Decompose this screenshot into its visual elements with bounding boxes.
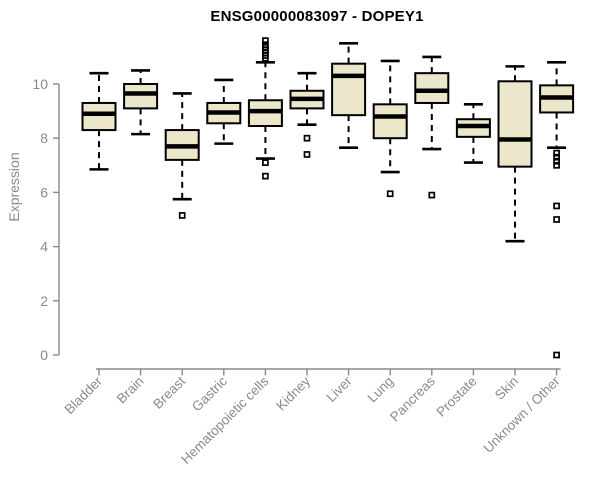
outlier-point — [303, 134, 311, 142]
outlier-point — [553, 216, 560, 223]
outlier-point — [553, 351, 560, 359]
y-tick-label: 0 — [40, 347, 48, 363]
box — [372, 103, 408, 140]
box — [123, 83, 159, 110]
outlier-point — [386, 190, 394, 198]
x-axis-label: Prostate — [433, 374, 479, 420]
outlier-point — [178, 212, 186, 219]
y-tick-label: 8 — [40, 130, 48, 146]
outlier-point — [303, 151, 311, 158]
outlier-point — [262, 159, 269, 166]
box — [81, 101, 117, 132]
x-axis-label: Brain — [114, 374, 147, 407]
y-tick-label: 10 — [32, 76, 48, 92]
outlier-point — [553, 161, 560, 169]
box — [331, 62, 367, 117]
box — [497, 80, 533, 168]
outlier-point — [262, 54, 269, 62]
outlier-point — [262, 37, 269, 44]
outlier-point — [553, 157, 560, 165]
outlier-point — [428, 191, 436, 199]
x-axis-label: Liver — [323, 373, 355, 405]
outlier-point — [262, 172, 269, 180]
x-axis-label: Bladder — [62, 373, 106, 417]
x-axis-label: Skin — [492, 374, 521, 403]
x-axis-label: Gastric — [189, 373, 230, 414]
chart-title: ENSG00000083097 - DOPEY1 — [210, 8, 424, 25]
outlier-point — [553, 202, 560, 210]
x-axis-label: Lung — [364, 374, 396, 406]
y-tick-label: 4 — [40, 239, 48, 255]
outlier-point — [553, 153, 560, 161]
x-axis-label: Breast — [150, 373, 188, 411]
box — [414, 72, 450, 104]
x-axis-label: Unknown / Other — [480, 373, 563, 456]
y-tick-label: 2 — [40, 293, 48, 309]
x-axis-label: Pancreas — [387, 373, 438, 424]
y-tick-label: 6 — [40, 184, 48, 200]
x-axis-label: Kidney — [273, 373, 313, 413]
outlier-point — [553, 149, 560, 157]
